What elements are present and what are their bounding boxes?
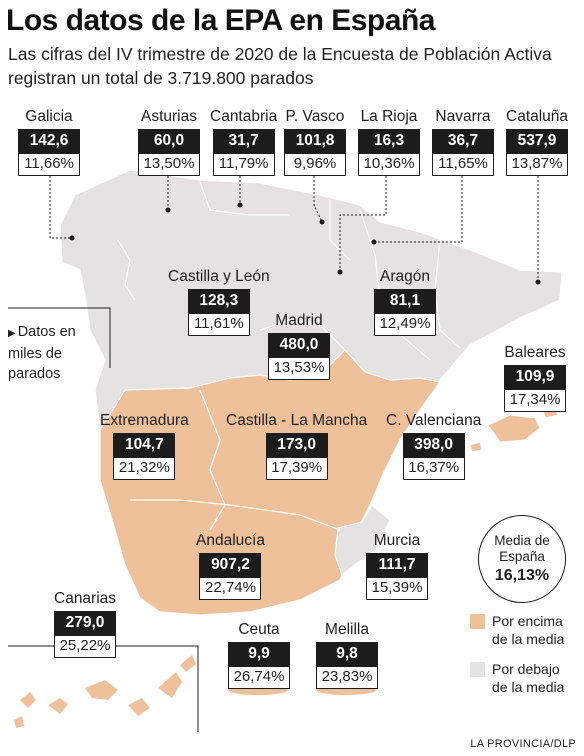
average-label: Media de España — [494, 533, 550, 564]
region-percent: 23,83% — [316, 666, 378, 689]
region-percent: 13,50% — [138, 153, 200, 176]
source-credit: LA PROVINCIA/DLP — [470, 738, 576, 750]
region-galicia: Galicia 142,6 11,66% — [18, 108, 80, 176]
region-value: 128,3 — [187, 289, 250, 313]
region-name: Castilla y León — [168, 268, 270, 285]
region-percent: 13,53% — [268, 357, 330, 380]
region-percent: 13,87% — [506, 153, 569, 176]
region-castilla-y-leon: Castilla y León 128,3 11,61% — [168, 268, 270, 336]
legend-item-above: Por encima de la media — [468, 612, 578, 648]
region-name: C. Valenciana — [386, 412, 482, 429]
units-note: ▶ Datos en miles de parados — [8, 322, 112, 384]
region-value: 173,0 — [265, 433, 328, 457]
region-percent: 10,36% — [358, 153, 420, 176]
region-value: 398,0 — [402, 433, 465, 457]
region-percent: 11,66% — [18, 153, 80, 176]
region-cataluna: Cataluña 537,9 13,87% — [506, 108, 568, 176]
region-value: 101,8 — [284, 129, 346, 153]
region-madrid: Madrid 480,0 13,53% — [268, 312, 330, 380]
region-value: 537,9 — [506, 129, 569, 153]
region-murcia: Murcia 111,7 15,39% — [366, 532, 428, 600]
region-name: Andalucía — [196, 532, 265, 549]
region-value: 16,3 — [358, 129, 420, 153]
region-percent: 9,96% — [284, 153, 346, 176]
region-name: Ceuta — [238, 621, 280, 638]
page-title: Los datos de la EPA en España — [6, 4, 435, 37]
region-percent: 11,79% — [212, 153, 275, 176]
region-ceuta: Ceuta 9,9 26,74% — [228, 621, 290, 689]
region-name: Cantabria — [210, 108, 278, 125]
region-baleares: Baleares 109,9 17,34% — [504, 344, 566, 412]
region-name: P. Vasco — [285, 108, 345, 125]
legend: Por encima de la media Por debajo de la … — [468, 612, 578, 708]
region-value: 81,1 — [374, 289, 436, 313]
region-percent: 16,37% — [402, 457, 465, 480]
legend-label: Por debajo de la media — [492, 661, 565, 695]
region-name: Canarias — [54, 590, 117, 607]
region-percent: 15,39% — [366, 577, 428, 600]
region-percent: 17,39% — [265, 457, 328, 480]
region-value: 36,7 — [432, 129, 494, 153]
region-name: Melilla — [325, 621, 369, 638]
region-name: Galicia — [25, 108, 73, 125]
region-name: Aragón — [380, 268, 430, 285]
legend-swatch-above — [470, 614, 485, 629]
region-name: Madrid — [275, 312, 323, 329]
map-baleares — [469, 407, 559, 453]
legend-swatch-below — [470, 662, 485, 677]
region-name: Murcia — [373, 532, 421, 549]
legend-item-below: Por debajo de la media — [468, 660, 578, 696]
region-aragon: Aragón 81,1 12,49% — [374, 268, 436, 336]
region-c-valenciana: C. Valenciana 398,0 16,37% — [386, 412, 481, 480]
region-value: 109,9 — [504, 365, 566, 389]
legend-label: Por encima de la media — [492, 613, 565, 647]
region-name: Navarra — [435, 108, 491, 125]
region-name: Cataluña — [506, 108, 569, 125]
map-murcia — [334, 504, 391, 576]
units-note-text: Datos en miles de parados — [8, 324, 76, 382]
region-pais-vasco: P. Vasco 101,8 9,96% — [284, 108, 346, 176]
region-la-rioja: La Rioja 16,3 10,36% — [358, 108, 420, 176]
region-name: Extremadura — [100, 412, 189, 429]
region-percent: 11,65% — [432, 153, 494, 176]
region-value: 142,6 — [18, 129, 80, 153]
region-percent: 21,32% — [113, 457, 176, 480]
region-asturias: Asturias 60,0 13,50% — [138, 108, 200, 176]
region-value: 9,9 — [228, 642, 290, 666]
region-name: Asturias — [141, 108, 197, 125]
region-percent: 12,49% — [374, 313, 436, 336]
region-name: La Rioja — [360, 108, 418, 125]
map-canarias — [14, 655, 196, 728]
region-value: 104,7 — [113, 433, 176, 457]
region-percent: 22,74% — [199, 577, 262, 600]
average-badge: Media de España 16,13% — [478, 515, 566, 603]
region-canarias: Canarias 279,0 25,22% — [54, 590, 116, 658]
region-percent: 11,61% — [187, 313, 250, 336]
region-value: 9,8 — [316, 642, 378, 666]
region-andalucia: Andalucía 907,2 22,74% — [196, 532, 265, 600]
region-navarra: Navarra 36,7 11,65% — [432, 108, 494, 176]
region-percent: 17,34% — [504, 389, 566, 412]
average-value: 16,13% — [494, 567, 550, 584]
region-melilla: Melilla 9,8 23,83% — [316, 621, 378, 689]
region-value: 60,0 — [138, 129, 200, 153]
region-percent: 26,74% — [228, 666, 290, 689]
region-value: 480,0 — [268, 333, 330, 357]
region-value: 279,0 — [54, 611, 117, 635]
region-value: 907,2 — [199, 553, 262, 577]
page-subtitle: Las cifras del IV trimestre de 2020 de l… — [8, 44, 552, 88]
region-value: 111,7 — [366, 553, 428, 577]
region-percent: 25,22% — [54, 635, 117, 658]
region-name: Baleares — [504, 344, 566, 361]
region-castilla-la-mancha: Castilla - La Mancha 173,0 17,39% — [226, 412, 367, 480]
region-extremadura: Extremadura 104,7 21,32% — [100, 412, 189, 480]
triangle-right-icon: ▶ — [8, 328, 16, 339]
region-value: 31,7 — [212, 129, 275, 153]
region-name: Castilla - La Mancha — [226, 412, 368, 429]
region-cantabria: Cantabria 31,7 11,79% — [210, 108, 277, 176]
